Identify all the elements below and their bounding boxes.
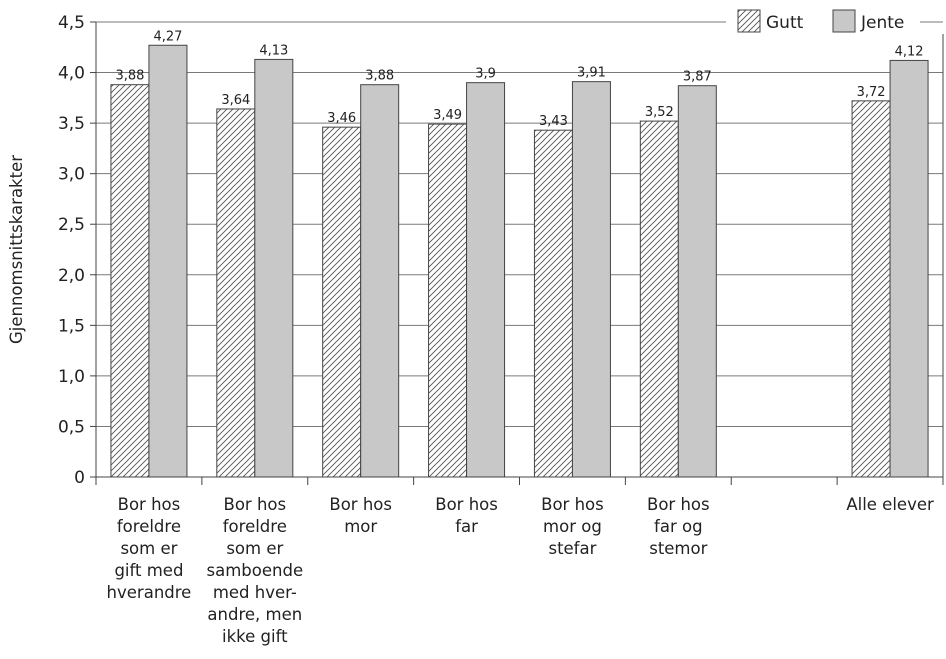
legend-swatch-jente — [832, 9, 856, 33]
bar-gutt — [851, 100, 891, 478]
legend: Gutt Jente — [726, 9, 946, 34]
bars — [110, 44, 929, 478]
data-label: 3,87 — [683, 70, 712, 85]
bar-jente — [360, 84, 400, 478]
category-label: med hver- — [213, 583, 297, 602]
bar-gutt — [533, 129, 573, 478]
category-label: Bor hos — [647, 495, 710, 514]
y-tick-label: 2,5 — [58, 215, 85, 235]
bar-gutt — [639, 120, 679, 478]
y-tick-label: 4,5 — [58, 13, 85, 33]
data-label: 3,88 — [365, 69, 394, 84]
bar-jente — [254, 58, 294, 478]
category-label: som er — [120, 539, 177, 558]
category-label: Bor hos — [541, 495, 604, 514]
data-label: 3,52 — [645, 105, 674, 120]
category-label: foreldre — [223, 517, 287, 536]
axes — [95, 22, 944, 485]
category-label: som er — [226, 539, 283, 558]
y-tick-label: 3,5 — [58, 114, 85, 134]
data-label: 3,72 — [857, 85, 886, 100]
bar-jente — [571, 81, 611, 478]
category-label: Bor hos — [118, 495, 181, 514]
y-axis-label: Gjennomsnittskarakter — [7, 155, 26, 344]
bar-gutt — [322, 126, 362, 478]
data-label: 3,9 — [475, 67, 496, 82]
bar-jente — [466, 82, 506, 478]
y-tick-label: 1,5 — [58, 316, 85, 336]
category-label: far og — [654, 517, 703, 536]
category-label: mor — [344, 517, 377, 536]
data-label: 4,12 — [895, 44, 924, 59]
y-tick-label: 3,0 — [58, 165, 85, 185]
legend-swatch-gutt — [737, 9, 761, 33]
category-label: Bor hos — [435, 495, 498, 514]
data-label: 3,88 — [115, 69, 144, 84]
bar-gutt — [428, 123, 468, 478]
y-tick-label: 2,0 — [58, 266, 85, 286]
y-tick-label: 4,0 — [58, 64, 85, 84]
category-label: Alle elever — [846, 495, 934, 514]
data-label: 3,91 — [577, 66, 606, 81]
data-label: 3,46 — [327, 111, 356, 126]
bar-jente — [677, 85, 717, 478]
category-label: Bor hos — [224, 495, 287, 514]
y-axis-ticks: 0 0,5 1,0 1,5 2,0 2,5 3,0 3,5 4,0 4,5 — [58, 13, 96, 488]
y-tick-label: 1,0 — [58, 367, 85, 387]
category-label: stemor — [649, 539, 707, 558]
category-label: Bor hos — [329, 495, 392, 514]
category-label: far — [455, 517, 478, 536]
category-label: gift med — [114, 561, 183, 580]
bar-jente — [889, 59, 929, 478]
category-label: samboende — [207, 561, 304, 580]
data-label: 3,43 — [539, 114, 568, 129]
category-label: foreldre — [117, 517, 181, 536]
data-label: 3,64 — [221, 93, 250, 108]
bar-jente — [148, 44, 188, 478]
y-tick-label: 0,5 — [58, 417, 85, 437]
category-label: stefar — [548, 539, 596, 558]
category-labels: Bor hos foreldre som er gift med hverandre Bo… — [107, 495, 934, 646]
category-label: mor og — [543, 517, 602, 536]
legend-label: Gutt — [766, 13, 804, 33]
category-label: ikke gift — [222, 627, 288, 646]
category-label: hverandre — [107, 583, 192, 602]
data-labels: 3,88 3,64 3,46 3,49 3,43 3,52 3,72 4,27 4,13 3,88… — [115, 29, 923, 129]
y-tick-label: 0 — [74, 468, 85, 488]
bar-gutt — [216, 108, 256, 478]
bar-gutt — [110, 84, 150, 478]
legend-label: Jente — [860, 13, 904, 33]
category-label: andre, men — [207, 605, 302, 624]
data-label: 3,49 — [433, 108, 462, 123]
data-label: 4,13 — [259, 43, 288, 58]
data-label: 4,27 — [153, 29, 182, 44]
